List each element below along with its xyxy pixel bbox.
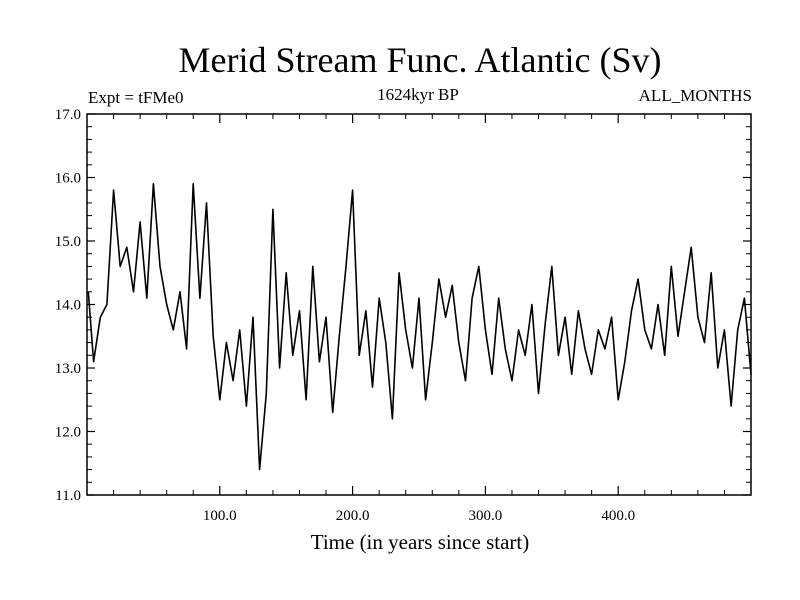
series-layer — [87, 183, 752, 471]
experiment-label: Expt = tFMe0 — [88, 88, 184, 107]
x-axis-label: Time (in years since start) — [311, 530, 530, 554]
x-tick-label: 400.0 — [601, 508, 635, 524]
minor-ticks — [87, 114, 751, 495]
y-tick-label: 16.0 — [55, 171, 81, 187]
y-tick-label: 15.0 — [55, 234, 81, 250]
y-tick-label: 14.0 — [55, 298, 81, 314]
y-tick-label: 12.0 — [55, 425, 81, 441]
series-line-0 — [87, 183, 752, 471]
y-tick-label: 13.0 — [55, 361, 81, 377]
y-axis: 11.0 12.0 13.0 14.0 15.0 16.0 17.0 — [55, 107, 751, 504]
y-tick-label: 17.0 — [55, 107, 81, 123]
x-tick-label: 100.0 — [203, 508, 237, 524]
period-label: 1624kyr BP — [377, 85, 459, 104]
x-tick-label: 300.0 — [469, 508, 503, 524]
x-tick-label: 200.0 — [336, 508, 370, 524]
y-tick-label: 11.0 — [55, 488, 81, 504]
x-axis: 100.0 200.0 300.0 400.0 — [203, 114, 635, 524]
chart-title: Merid Stream Func. Atlantic (Sv) — [179, 40, 662, 80]
months-label: ALL_MONTHS — [639, 86, 752, 105]
